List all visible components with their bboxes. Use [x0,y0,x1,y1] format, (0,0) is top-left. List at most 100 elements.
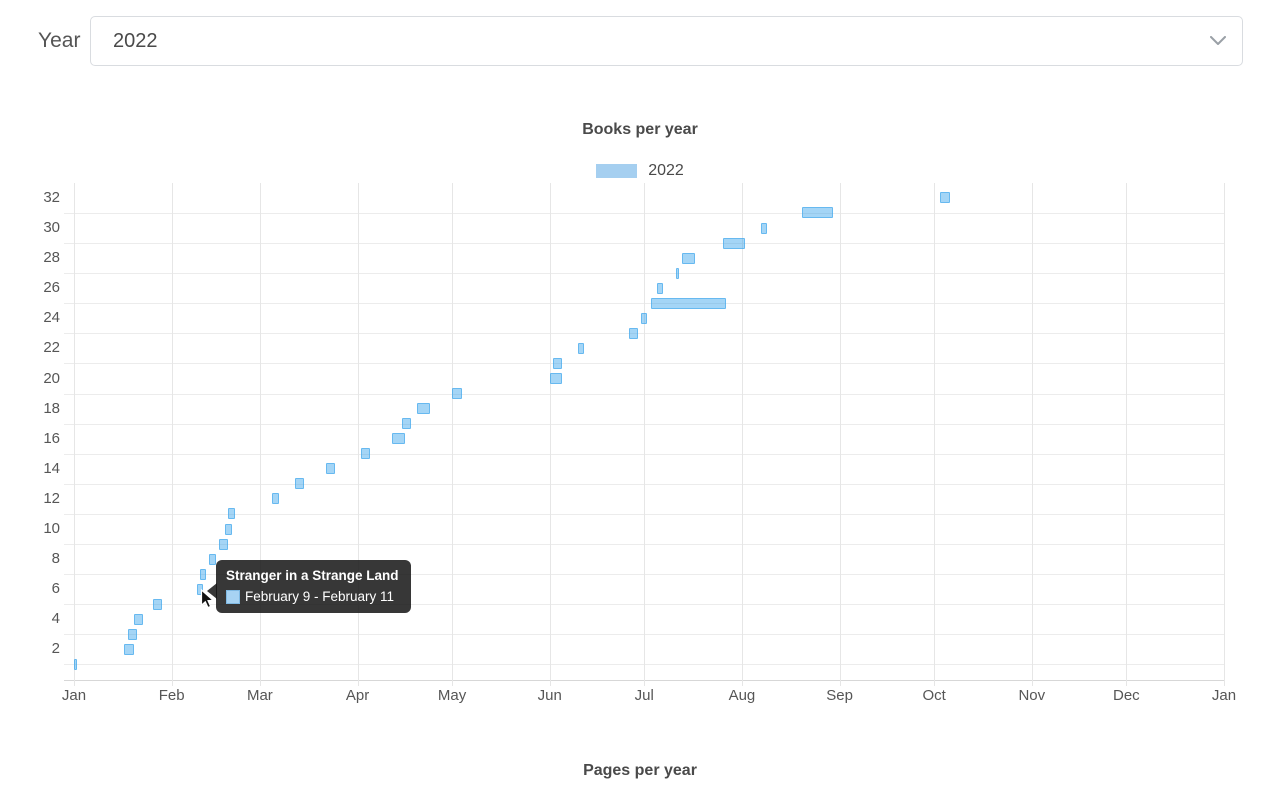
gantt-bar-book-17[interactable] [401,418,412,430]
gantt-bar-book-31[interactable] [801,207,834,219]
x-gridline [644,183,646,686]
y-gridline [64,423,1224,425]
x-gridline [1031,183,1033,686]
y-gridline [64,664,1224,666]
y-tick-label: 14 [43,459,60,477]
gantt-bar-book-13[interactable] [294,478,304,490]
x-gridline [259,183,261,686]
gantt-bar-book-3[interactable] [127,628,137,640]
y-tick-label: 18 [43,399,60,417]
gantt-bar-book-2[interactable] [124,643,134,655]
pages-chart-title: Pages per year [583,762,697,779]
gantt-bar-book-9[interactable] [218,538,229,550]
y-tick-label: 4 [51,610,60,628]
legend-swatch [596,164,638,178]
y-tick-label: 26 [43,279,60,297]
gantt-bar-book-4[interactable] [133,613,144,625]
tooltip-book-title: Stranger in a Strange Land [226,568,399,583]
gantt-bar-book-12[interactable] [272,493,279,505]
y-tick-label: 16 [43,429,60,447]
y-tick-label: 6 [51,580,60,598]
x-tick-label: Aug [728,686,756,704]
gantt-bar-book-11[interactable] [228,508,235,520]
x-tick-label: Apr [345,686,370,704]
y-gridline [64,453,1224,455]
gantt-bar-book-21[interactable] [552,357,563,369]
gantt-bar-book-14[interactable] [326,463,336,475]
x-tick-label: Oct [922,686,946,704]
gantt-bar-book-26[interactable] [656,282,664,294]
y-gridline [64,333,1224,335]
y-tick-label: 28 [43,249,60,267]
books-chart-title: Books per year [582,121,698,138]
y-tick-label: 32 [43,188,60,206]
y-gridline [64,273,1224,275]
y-gridline [64,393,1224,395]
x-tick-label: Mar [246,686,273,704]
gantt-bar-book-30[interactable] [760,222,768,234]
y-tick-label: 12 [43,489,60,507]
x-tick-label: Jan [61,686,87,704]
year-select-value: 2022 [113,29,158,52]
x-gridline [452,183,454,686]
gantt-bar-book-23[interactable] [628,327,638,339]
legend-item-2022[interactable]: 2022 [0,162,1280,180]
gantt-bar-book-5[interactable] [152,598,163,610]
gantt-bar-book-19[interactable] [452,388,462,400]
x-tick-label: Jan [1211,686,1237,704]
chart-tooltip: Stranger in a Strange Land February 9 - … [207,560,411,613]
y-tick-label: 20 [43,369,60,387]
y-tick-label: 10 [43,520,60,537]
x-tick-label: Jun [537,686,562,704]
x-gridline [741,183,743,686]
y-gridline [64,483,1224,485]
year-filter-label: Year [38,29,81,52]
x-gridline [1224,183,1225,686]
gantt-bar-book-25[interactable] [650,297,727,309]
y-gridline [64,303,1224,305]
gantt-bar-book-32[interactable] [940,192,950,204]
x-gridline [1126,183,1128,686]
y-gridline [64,212,1224,214]
y-tick-label: 22 [43,339,60,357]
y-tick-label: 24 [43,309,60,327]
x-gridline [549,183,551,686]
tooltip-date-range: February 9 - February 11 [245,589,395,604]
gantt-bar-book-28[interactable] [682,252,695,264]
gantt-bar-book-18[interactable] [417,403,431,415]
gantt-bar-book-29[interactable] [723,237,746,249]
gantt-bar-book-10[interactable] [225,523,232,535]
x-tick-label: Sep [826,686,853,704]
gantt-bar-book-1[interactable] [74,658,78,670]
y-tick-label: 2 [51,640,60,658]
gantt-bar-book-27[interactable] [675,267,679,279]
y-tick-label: 8 [51,550,60,568]
x-gridline [171,183,173,686]
x-tick-label: Nov [1018,686,1046,704]
gantt-bar-book-6[interactable] [196,583,204,595]
x-gridline [934,183,936,686]
y-gridline [64,513,1224,515]
y-gridline [64,604,1224,606]
y-gridline [64,634,1224,636]
x-gridline [357,183,359,686]
gantt-bar-book-20[interactable] [549,373,563,384]
gantt-bar-book-15[interactable] [360,448,371,460]
gantt-bar-book-22[interactable] [578,342,585,354]
x-tick-label: Jul [634,686,654,704]
x-gridline [74,183,75,686]
chevron-down-icon [1210,36,1226,45]
gantt-bar-book-7[interactable] [200,568,207,580]
x-tick-label: Feb [158,686,185,704]
gantt-bar-book-24[interactable] [641,312,648,324]
y-gridline [64,363,1224,365]
gantt-bar-book-8[interactable] [209,553,216,565]
x-gridline [839,183,841,686]
mouse-cursor-icon [200,589,215,609]
year-select[interactable]: 2022 [90,16,1243,66]
y-gridline [64,574,1224,576]
gantt-bar-book-16[interactable] [392,433,405,445]
tooltip-caret-icon [207,583,217,599]
x-tick-label: Dec [1112,686,1140,704]
